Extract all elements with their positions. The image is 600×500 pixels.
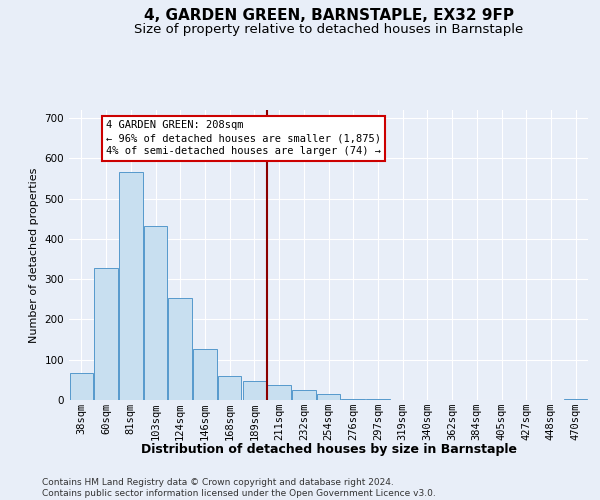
Bar	[317, 394, 340, 400]
Text: 4 GARDEN GREEN: 208sqm
← 96% of detached houses are smaller (1,875)
4% of semi-d: 4 GARDEN GREEN: 208sqm ← 96% of detached…	[106, 120, 381, 156]
Text: Distribution of detached houses by size in Barnstaple: Distribution of detached houses by size …	[141, 442, 517, 456]
Bar	[564, 399, 587, 400]
Bar	[193, 349, 217, 400]
Bar	[341, 399, 365, 400]
Bar	[94, 268, 118, 400]
Bar	[292, 390, 316, 400]
Bar	[242, 381, 266, 400]
Bar	[169, 298, 192, 400]
Text: Contains HM Land Registry data © Crown copyright and database right 2024.
Contai: Contains HM Land Registry data © Crown c…	[42, 478, 436, 498]
Bar	[218, 376, 241, 400]
Bar	[119, 172, 143, 400]
Text: Size of property relative to detached houses in Barnstaple: Size of property relative to detached ho…	[134, 22, 523, 36]
Y-axis label: Number of detached properties: Number of detached properties	[29, 168, 39, 342]
Bar	[70, 372, 93, 400]
Text: 4, GARDEN GREEN, BARNSTAPLE, EX32 9FP: 4, GARDEN GREEN, BARNSTAPLE, EX32 9FP	[144, 8, 514, 22]
Bar	[268, 384, 291, 400]
Bar	[144, 226, 167, 400]
Bar	[366, 399, 389, 400]
